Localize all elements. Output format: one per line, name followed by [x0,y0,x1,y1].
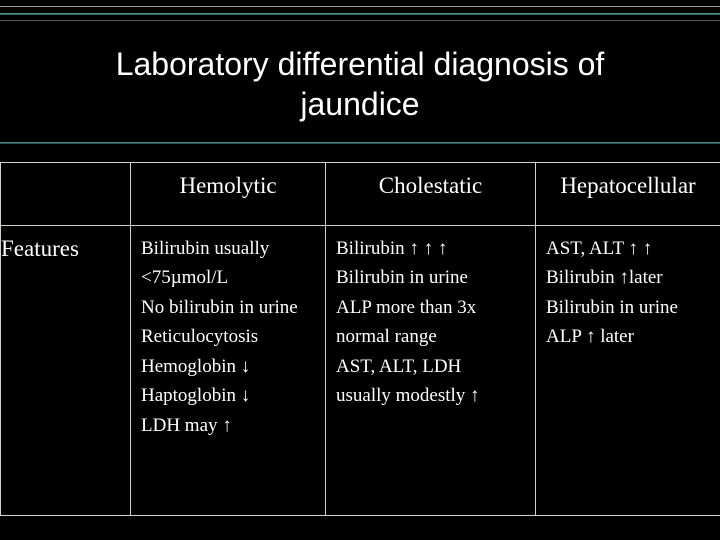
cell-hepatocellular: AST, ALT ↑ ↑Bilirubin ↑laterBilirubin in… [536,226,720,516]
row-label-features: Features [1,226,131,516]
header-hemolytic: Hemolytic [131,163,326,226]
page-title: Laboratory differential diagnosis of jau… [0,44,720,124]
table-header-row: Hemolytic Cholestatic Hepatocellular [1,163,720,226]
diagnosis-table: Hemolytic Cholestatic Hepatocellular Fea… [0,162,720,516]
decorative-rule-3 [0,20,720,21]
cell-hemolytic: Bilirubin usually <75µmol/LNo bilirubin … [131,226,326,516]
table-row: Features Bilirubin usually <75µmol/LNo b… [1,226,720,516]
decorative-rule-2 [0,13,720,15]
cell-cholestatic: Bilirubin ↑ ↑ ↑Bilirubin in urineALP mor… [326,226,536,516]
decorative-rule-1 [0,6,720,7]
decorative-rule-mid [0,142,720,144]
diagnosis-table-wrap: Hemolytic Cholestatic Hepatocellular Fea… [0,162,720,516]
header-hepatocellular: Hepatocellular [536,163,720,226]
header-blank [1,163,131,226]
header-cholestatic: Cholestatic [326,163,536,226]
